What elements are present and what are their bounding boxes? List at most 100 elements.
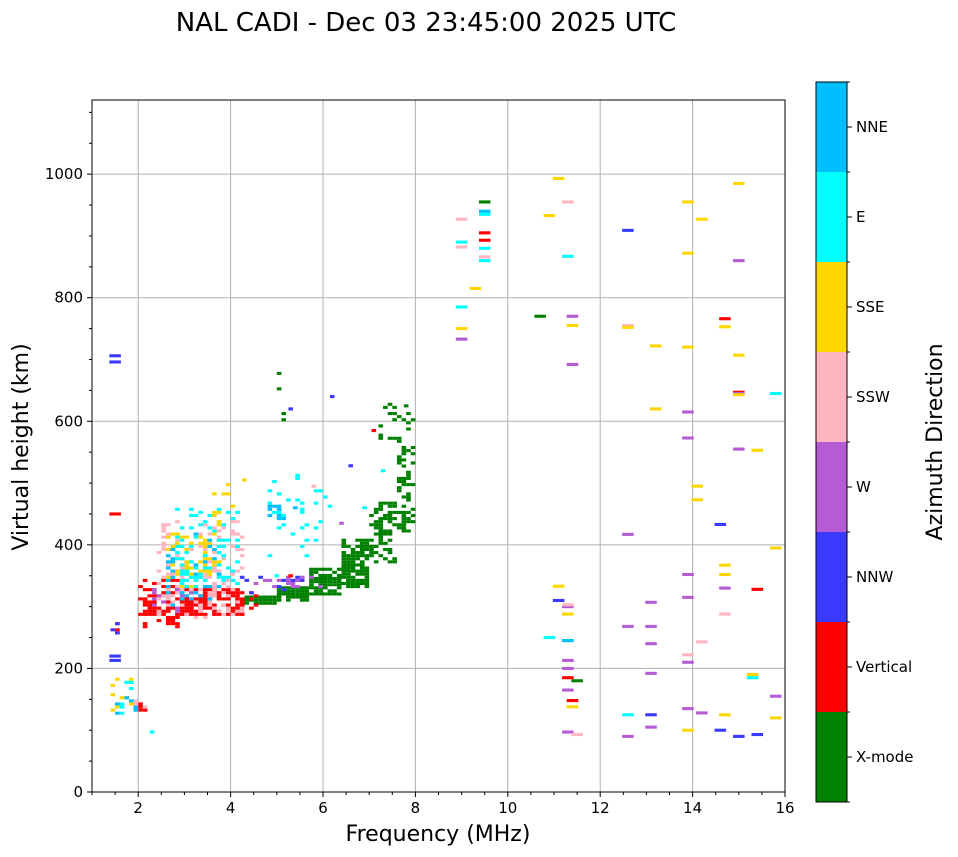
ssw-echo: [161, 535, 166, 539]
e-echo: [179, 526, 185, 530]
x-mode-echo: [359, 578, 365, 582]
w-echo: [339, 521, 344, 525]
ssw-echo: [230, 529, 236, 533]
w-echo: [175, 606, 180, 610]
e-echo: [189, 575, 194, 579]
vertical-echo: [193, 609, 199, 613]
vertical-echo: [189, 606, 194, 610]
ssw-echo: [230, 612, 236, 616]
x-mode-echo: [258, 601, 263, 605]
ssw-echo: [179, 603, 185, 607]
e-echo: [543, 635, 556, 640]
sse-echo: [165, 575, 171, 579]
w-echo: [152, 588, 157, 592]
vertical-echo: [212, 609, 217, 613]
x-mode-echo: [401, 483, 407, 487]
e-echo: [313, 526, 319, 530]
e-echo: [189, 526, 194, 530]
vertical-echo: [138, 702, 143, 706]
w-echo: [295, 585, 300, 589]
vertical-echo: [235, 612, 240, 616]
x-mode-echo: [323, 583, 328, 587]
sse-echo: [189, 585, 194, 589]
e-echo: [179, 557, 185, 561]
e-echo: [184, 585, 190, 589]
ssw-echo: [216, 569, 222, 573]
sse-echo: [216, 510, 222, 514]
x-mode-echo: [396, 526, 402, 530]
e-echo: [207, 526, 213, 530]
vertical-echo: [230, 594, 236, 598]
vertical-echo: [202, 603, 208, 607]
x-mode-echo: [341, 557, 347, 561]
ssw-echo: [170, 572, 176, 576]
x-mode-echo: [406, 529, 411, 533]
vertical-echo: [184, 588, 190, 592]
vertical-echo: [253, 594, 259, 598]
vertical-echo: [142, 609, 148, 613]
x-mode-echo: [396, 479, 402, 484]
x-mode-echo: [299, 589, 305, 593]
colorbar-title: Azimuth Direction: [923, 343, 948, 540]
x-mode-echo: [410, 507, 416, 511]
x-mode-echo: [364, 566, 370, 570]
vertical-echo: [198, 597, 203, 601]
e-echo: [478, 212, 491, 216]
nne-echo: [193, 563, 199, 567]
vertical-echo: [230, 609, 236, 613]
x-mode-echo: [249, 595, 254, 599]
x-mode-echo: [313, 586, 319, 590]
sse-echo: [682, 728, 694, 732]
vertical-echo: [156, 619, 162, 623]
sse-echo: [110, 683, 116, 687]
x-mode-echo: [383, 513, 388, 518]
nne-echo: [165, 554, 171, 558]
ssw-echo: [133, 702, 139, 706]
w-echo: [682, 707, 694, 711]
x-mode-echo: [378, 523, 384, 527]
ssw-echo: [221, 526, 226, 530]
e-echo: [299, 510, 305, 514]
x-mode-echo: [364, 581, 370, 586]
vertical-echo: [216, 612, 222, 616]
ssw-echo: [198, 588, 203, 592]
x-mode-echo: [373, 523, 379, 527]
nne-echo: [170, 603, 176, 607]
w-echo: [645, 725, 657, 729]
nnw-echo: [281, 578, 287, 582]
ssw-echo: [571, 732, 583, 737]
x-mode-echo: [350, 551, 356, 555]
ssw-echo: [170, 600, 176, 604]
x-mode-echo: [378, 532, 384, 536]
vertical-echo: [216, 597, 222, 601]
x-mode-echo: [396, 439, 402, 443]
vertical-echo: [175, 622, 180, 626]
x-mode-echo: [309, 586, 314, 590]
vertical-echo: [147, 612, 153, 616]
vertical-echo: [202, 597, 208, 601]
ssw-echo: [216, 529, 222, 533]
w-echo: [286, 578, 291, 582]
sse-echo: [198, 560, 203, 564]
e-echo: [286, 498, 291, 502]
x-mode-echo: [318, 589, 323, 593]
x-mode-echo: [392, 436, 397, 440]
sse-echo: [746, 673, 759, 677]
x-mode-echo: [387, 529, 393, 533]
nne-echo: [165, 585, 171, 589]
w-echo: [286, 581, 291, 586]
x-mode-echo: [396, 458, 402, 462]
ssw-echo: [184, 612, 190, 616]
ssw-echo: [207, 600, 213, 604]
ssw-echo: [212, 585, 217, 589]
x-mode-echo: [359, 551, 365, 555]
x-mode-echo: [313, 570, 319, 574]
e-echo: [216, 575, 222, 579]
e-echo: [274, 574, 280, 578]
ssw-echo: [235, 569, 240, 573]
x-mode-echo: [401, 452, 407, 456]
x-mode-echo: [341, 572, 347, 576]
w-echo: [682, 660, 694, 664]
e-echo: [225, 575, 231, 579]
sse-echo: [212, 510, 217, 514]
